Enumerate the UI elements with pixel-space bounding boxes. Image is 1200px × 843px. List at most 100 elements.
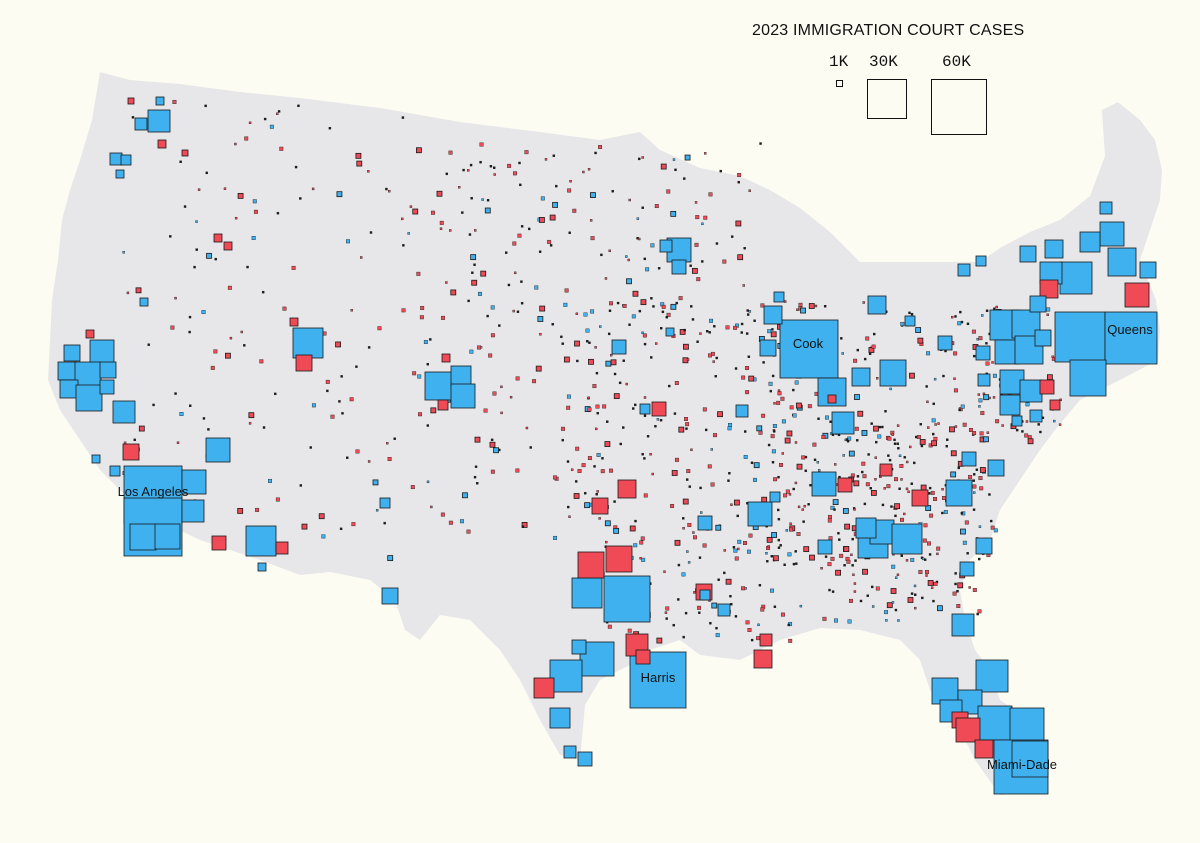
county-dot	[891, 433, 894, 436]
county-dot	[678, 426, 685, 433]
county-dot	[423, 340, 428, 344]
county-dot	[741, 375, 746, 380]
county-dot	[248, 121, 252, 125]
county-dot	[910, 312, 914, 316]
county-dot	[474, 229, 477, 232]
county-dot	[740, 322, 744, 326]
county-square	[213, 233, 223, 243]
county-dot	[294, 165, 298, 169]
county-dot	[878, 425, 882, 429]
county-dot	[801, 455, 806, 460]
county-dot	[707, 464, 712, 469]
county-dot	[962, 422, 967, 427]
county-dot	[833, 508, 836, 511]
county-dot	[737, 539, 742, 544]
county-square	[759, 339, 777, 357]
county-dot	[989, 519, 993, 523]
county-dot	[664, 611, 668, 614]
county-dot	[734, 556, 739, 561]
county-square	[1124, 282, 1150, 308]
county-dot	[660, 163, 667, 170]
county-dot	[743, 454, 748, 459]
county-dot	[665, 316, 669, 319]
county-dot	[643, 457, 646, 460]
county-dot	[971, 329, 976, 334]
county-dot	[949, 426, 955, 433]
county-dot	[758, 584, 762, 587]
county-square	[1099, 221, 1125, 247]
county-dot	[777, 508, 780, 512]
county-dot	[686, 358, 690, 361]
county-dot	[573, 493, 580, 499]
county-dot	[561, 438, 564, 442]
county-dot	[473, 263, 476, 266]
county-dot	[798, 302, 803, 307]
county-dot	[640, 536, 645, 541]
county-square	[211, 535, 227, 551]
county-dot	[900, 322, 905, 326]
county-square	[549, 707, 571, 729]
county-dot	[972, 431, 977, 436]
county-dot	[954, 425, 958, 428]
county-dot	[412, 208, 419, 215]
county-dot	[870, 585, 874, 589]
county-dot	[566, 460, 570, 463]
county-dot	[210, 365, 215, 370]
county-dot	[622, 426, 625, 429]
county-dot	[707, 353, 712, 358]
county-dot	[401, 308, 406, 313]
county-square	[1011, 415, 1023, 427]
county-dot	[561, 342, 564, 345]
county-dot	[746, 313, 750, 316]
county-dot	[777, 538, 781, 542]
county-square	[99, 361, 117, 379]
county-dot	[650, 297, 653, 300]
county-dot	[619, 442, 622, 446]
county-dot	[534, 285, 539, 290]
county-dot	[942, 496, 946, 500]
county-dot	[777, 389, 781, 392]
county-dot	[923, 558, 927, 561]
county-dot	[521, 525, 525, 528]
county-dot	[613, 500, 616, 503]
county-dot	[673, 412, 677, 415]
county-dot	[828, 588, 831, 592]
county-dot	[626, 278, 632, 285]
county-square	[831, 411, 855, 435]
county-dot	[628, 198, 631, 202]
county-dot	[699, 486, 702, 490]
county-square	[817, 539, 833, 555]
county-dot	[715, 524, 722, 531]
county-dot	[420, 306, 425, 310]
county-dot	[346, 239, 350, 244]
county-dot	[279, 146, 284, 151]
county-dot	[839, 553, 844, 558]
county-dot	[701, 260, 704, 263]
county-dot	[659, 418, 663, 422]
county-dot	[195, 248, 198, 251]
county-dot	[831, 590, 835, 593]
county-dot	[481, 198, 484, 201]
county-dot	[483, 408, 488, 413]
county-dot	[610, 359, 617, 366]
county-dot	[195, 220, 198, 223]
county-dot	[372, 479, 379, 486]
county-square	[59, 379, 79, 399]
county-square	[181, 149, 189, 157]
county-dot	[894, 503, 900, 510]
county-dot	[604, 520, 611, 527]
county-dot	[311, 187, 315, 191]
county-dot	[251, 235, 256, 240]
county-dot	[1051, 355, 1054, 358]
county-dot	[919, 423, 922, 426]
county-dot	[478, 291, 482, 296]
county-dot	[643, 342, 647, 346]
county-dot	[717, 411, 723, 418]
county-dot	[383, 521, 386, 525]
county-dot	[952, 591, 957, 596]
county-dot	[745, 366, 749, 370]
county-dot	[170, 325, 175, 330]
county-square	[975, 659, 1009, 693]
county-dot	[695, 215, 700, 220]
county-dot	[962, 540, 967, 545]
